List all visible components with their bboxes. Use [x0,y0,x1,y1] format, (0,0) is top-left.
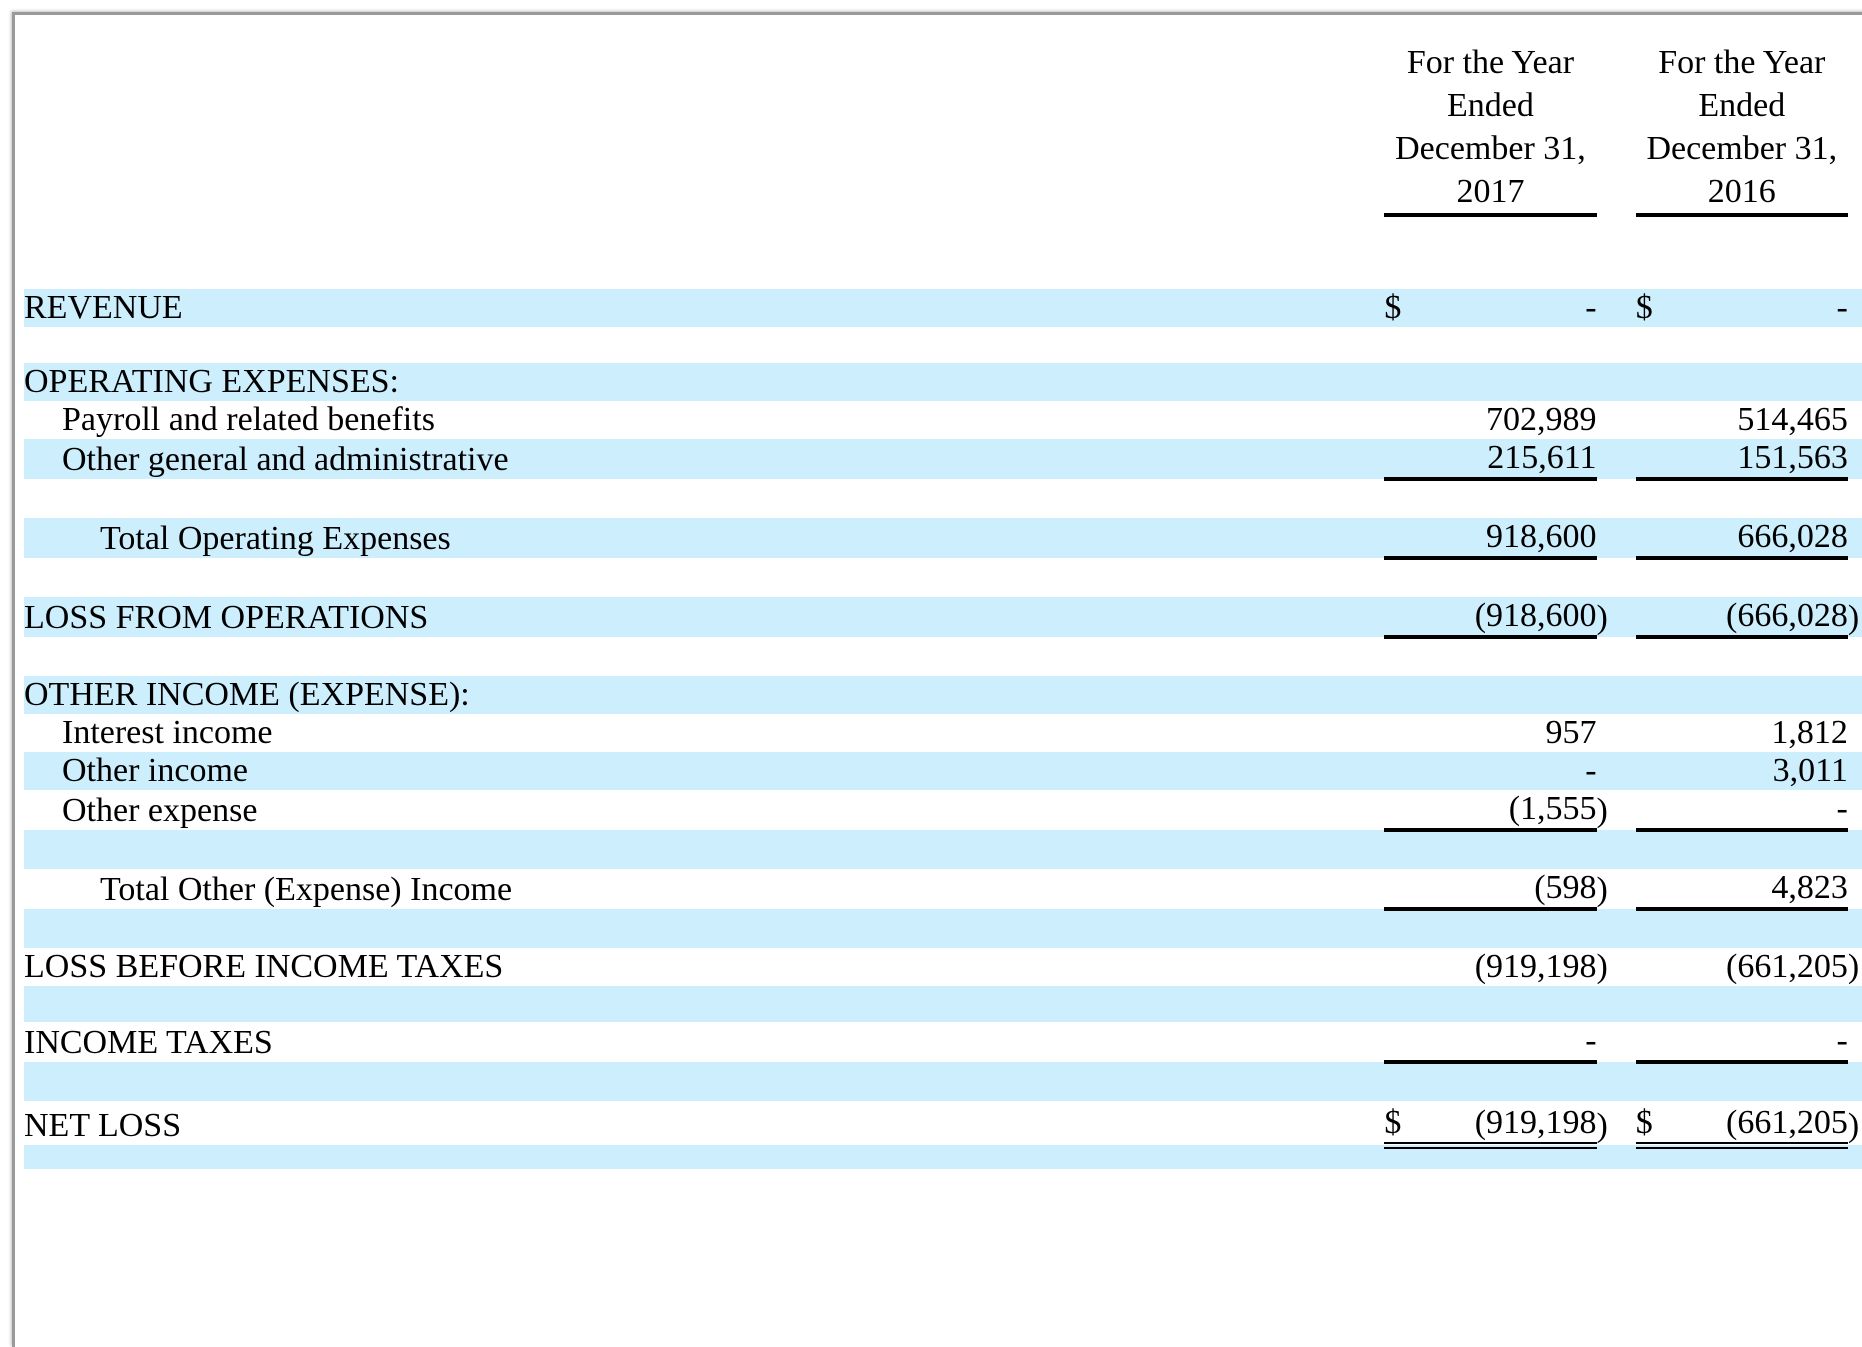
row-label: Other expense [62,792,258,829]
header-line: December 31, [1646,130,1838,167]
row-other-heading: OTHER INCOME (EXPENSE): [24,676,1862,714]
header-line: 2017 [1456,173,1525,210]
close-paren: ) [1596,871,1608,908]
row-other-expense: Other expense (1,555 ) - [24,790,1862,832]
value-2017: (918,600 [1404,597,1597,639]
row-total-opex: Total Operating Expenses 918,600 666,028 [24,518,1862,560]
value-2017: 702,989 [1486,401,1597,438]
value-2016: (661,205 [1655,1101,1848,1149]
row-revenue: REVENUE $ - $ - [24,289,1862,327]
row-loss-before-taxes: LOSS BEFORE INCOME TAXES (919,198 ) (661… [24,948,1862,986]
row-label: Other general and administrative [24,439,1385,479]
close-paren: ) [1596,792,1608,829]
column-header-2017: For the Year Ended December 31, 2017 [1384,29,1597,217]
value-2017: (919,198 [1474,948,1597,985]
income-statement-table: For the Year Ended December 31, 2017 For… [24,29,1862,1169]
row-label: INCOME TAXES [24,1024,273,1061]
row-label: REVENUE [24,289,1385,327]
value-2016: 666,028 [1655,518,1848,560]
row-label: LOSS FROM OPERATIONS [24,597,1385,637]
value-2016: - [1655,1022,1848,1064]
row-interest-income: Interest income 957 1,812 [24,714,1862,752]
header-line: Ended [1447,87,1534,124]
header-spacer [24,29,1384,215]
header-line: December 31, [1395,130,1586,167]
row-label: Total Operating Expenses [24,518,1385,558]
row-other-income: Other income - 3,011 [24,752,1862,790]
currency-symbol: $ [1635,1101,1656,1149]
close-paren: ) [1847,948,1860,985]
row-label: NET LOSS [24,1107,182,1144]
currency-symbol: $ [1635,289,1656,327]
row-net-loss: NET LOSS $ (919,198 ) $ (661,205 ) [24,1101,1862,1149]
close-paren: ) [1596,948,1608,985]
value-2016: (666,028 [1655,597,1848,639]
value-2017: - [1404,1022,1597,1064]
header-line: 2016 [1707,173,1776,210]
row-label: Payroll and related benefits [62,401,435,438]
row-label: Total Other (Expense) Income [100,871,513,908]
value-2016: 151,563 [1655,439,1848,481]
value-2017: - [1404,752,1597,790]
close-paren: ) [1596,597,1611,637]
section-heading: OTHER INCOME (EXPENSE): [24,676,1385,714]
row-opex-heading: OPERATING EXPENSES: [24,363,1862,401]
value-2017: 215,611 [1404,439,1597,481]
section-heading: OPERATING EXPENSES: [24,363,1385,401]
value-2016: 514,465 [1737,401,1848,438]
value-2017: (598 [1404,869,1597,911]
close-paren: ) [1847,597,1862,637]
column-header-row: For the Year Ended December 31, 2017 For… [24,29,1862,217]
value-2016: - [1655,289,1848,327]
row-other-ga: Other general and administrative 215,611… [24,439,1862,481]
row-income-taxes: INCOME TAXES - - [24,1022,1862,1064]
value-2016: 4,823 [1655,869,1848,911]
value-2017: (1,555 [1404,790,1597,832]
row-total-other: Total Other (Expense) Income (598 ) 4,82… [24,869,1862,911]
row-loss-from-operations: LOSS FROM OPERATIONS (918,600 ) (666,028… [24,597,1862,639]
value-2017: (919,198 [1404,1101,1597,1149]
value-2016: 3,011 [1655,752,1848,790]
value-2016: (661,205 [1726,948,1848,985]
column-header-2016: For the Year Ended December 31, 2016 [1635,29,1848,217]
value-2017: 957 [1545,714,1597,751]
value-2017: - [1404,289,1597,327]
row-label: LOSS BEFORE INCOME TAXES [24,948,504,985]
header-line: For the Year [1406,44,1575,81]
row-label: Interest income [62,714,273,751]
value-2017: 918,600 [1404,518,1597,560]
close-paren: ) [1596,1107,1608,1144]
currency-symbol: $ [1384,289,1405,327]
row-payroll: Payroll and related benefits 702,989 514… [24,401,1862,439]
header-line: For the Year [1658,44,1826,81]
value-2016: - [1655,790,1848,832]
value-2016: 1,812 [1771,714,1848,751]
close-paren: ) [1847,1107,1860,1144]
currency-symbol: $ [1384,1101,1405,1149]
header-line: Ended [1698,87,1786,124]
row-label: Other income [24,752,1385,790]
